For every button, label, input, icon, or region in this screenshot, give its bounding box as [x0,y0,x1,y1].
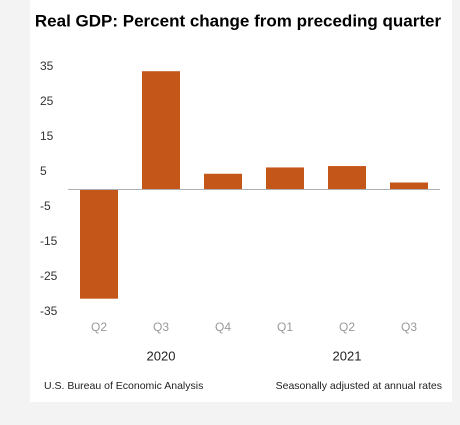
y-tick-label: 35 [40,59,54,73]
chart-title: Real GDP: Percent change from preceding … [35,11,442,30]
y-tick-label: 15 [40,129,54,143]
y-tick-label: -15 [40,234,58,248]
bar [142,71,180,190]
x-tick-label: Q3 [401,320,417,334]
x-tick-label: Q1 [277,320,293,334]
y-tick-label: 5 [40,164,47,178]
year-label: 2020 [147,348,176,363]
note: Seasonally adjusted at annual rates [276,380,442,392]
bar [328,166,366,190]
y-tick-label: -5 [40,199,51,213]
y-tick-label: -25 [40,269,58,283]
x-tick-label: Q2 [91,320,107,334]
bar [80,189,118,299]
y-tick-label: 25 [40,94,54,108]
x-tick-label: Q3 [153,320,169,334]
y-tick-label: -35 [40,304,58,318]
bar [266,167,304,190]
x-tick-label: Q4 [215,320,231,334]
x-tick-label: Q2 [339,320,355,334]
year-label: 2021 [333,348,362,363]
source: U.S. Bureau of Economic Analysis [44,380,203,392]
bar [390,182,428,190]
bar [204,173,242,190]
